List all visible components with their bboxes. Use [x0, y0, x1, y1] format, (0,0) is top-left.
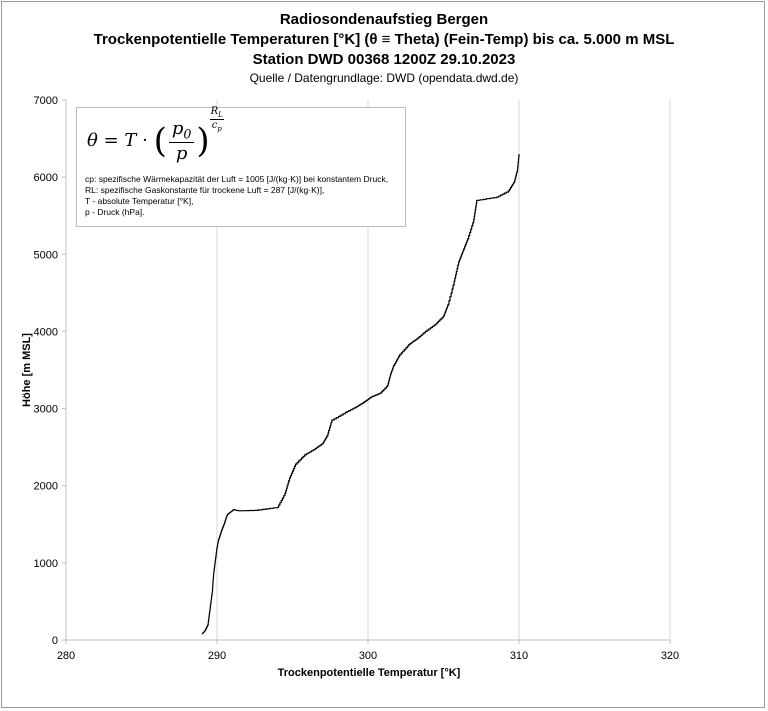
note-p: p - Druck (hPa].	[85, 207, 145, 217]
chart-subtitle-2: Station DWD 00368 1200Z 29.10.2023	[252, 51, 516, 68]
x-axis-title: Trockenpotentielle Temperatur [°K]	[278, 667, 461, 679]
x-tick-label: 310	[510, 650, 528, 662]
formula-notes: cp: spezifische Wärmekapazität der Luft …	[85, 174, 388, 218]
y-tick-label: 7000	[34, 95, 58, 107]
x-tick-label: 320	[661, 650, 679, 662]
y-tick-label: 0	[52, 635, 58, 647]
x-tick-label: 300	[359, 650, 377, 662]
y-tick-label: 3000	[34, 404, 58, 416]
formula-legend-box: θ = T · (p0 p) RL cp cp: spezifische Wärmek…	[76, 105, 406, 227]
series-layer	[201, 154, 520, 635]
chart-titles: Radiosondenaufstieg Bergen Trockenpotent…	[0, 10, 768, 86]
tick-label-layer: 280 290 300 310 320 0 1000 2000 3000 4000 5000 6000…	[34, 95, 680, 662]
x-tick-label: 290	[208, 650, 226, 662]
x-tick-label: 280	[57, 650, 75, 662]
y-axis-title: Höhe [m MSL]	[21, 333, 33, 407]
chart-subtitle-1: Trockenpotentielle Temperaturen [°K] (θ …	[93, 31, 675, 48]
y-tick-label: 4000	[34, 326, 58, 338]
series-line-theta	[201, 154, 520, 635]
y-tick-label: 5000	[34, 249, 58, 261]
y-tick-label: 6000	[34, 172, 58, 184]
y-tick-label: 1000	[34, 558, 58, 570]
chart-source: Quelle / Datengrundlage: DWD (opendata.d…	[249, 71, 519, 85]
axis-layer	[62, 99, 671, 644]
theta-formula: θ = T · (p0 p) RL cp	[87, 105, 224, 164]
chart-title: Radiosondenaufstieg Bergen	[279, 11, 489, 28]
note-cp: cp: spezifische Wärmekapazität der Luft …	[85, 174, 389, 184]
note-t: T - absolute Temperatur [°K],	[85, 196, 194, 206]
note-rl: RL: spezifische Gaskonstante für trocken…	[85, 185, 325, 195]
y-tick-label: 2000	[34, 481, 58, 493]
